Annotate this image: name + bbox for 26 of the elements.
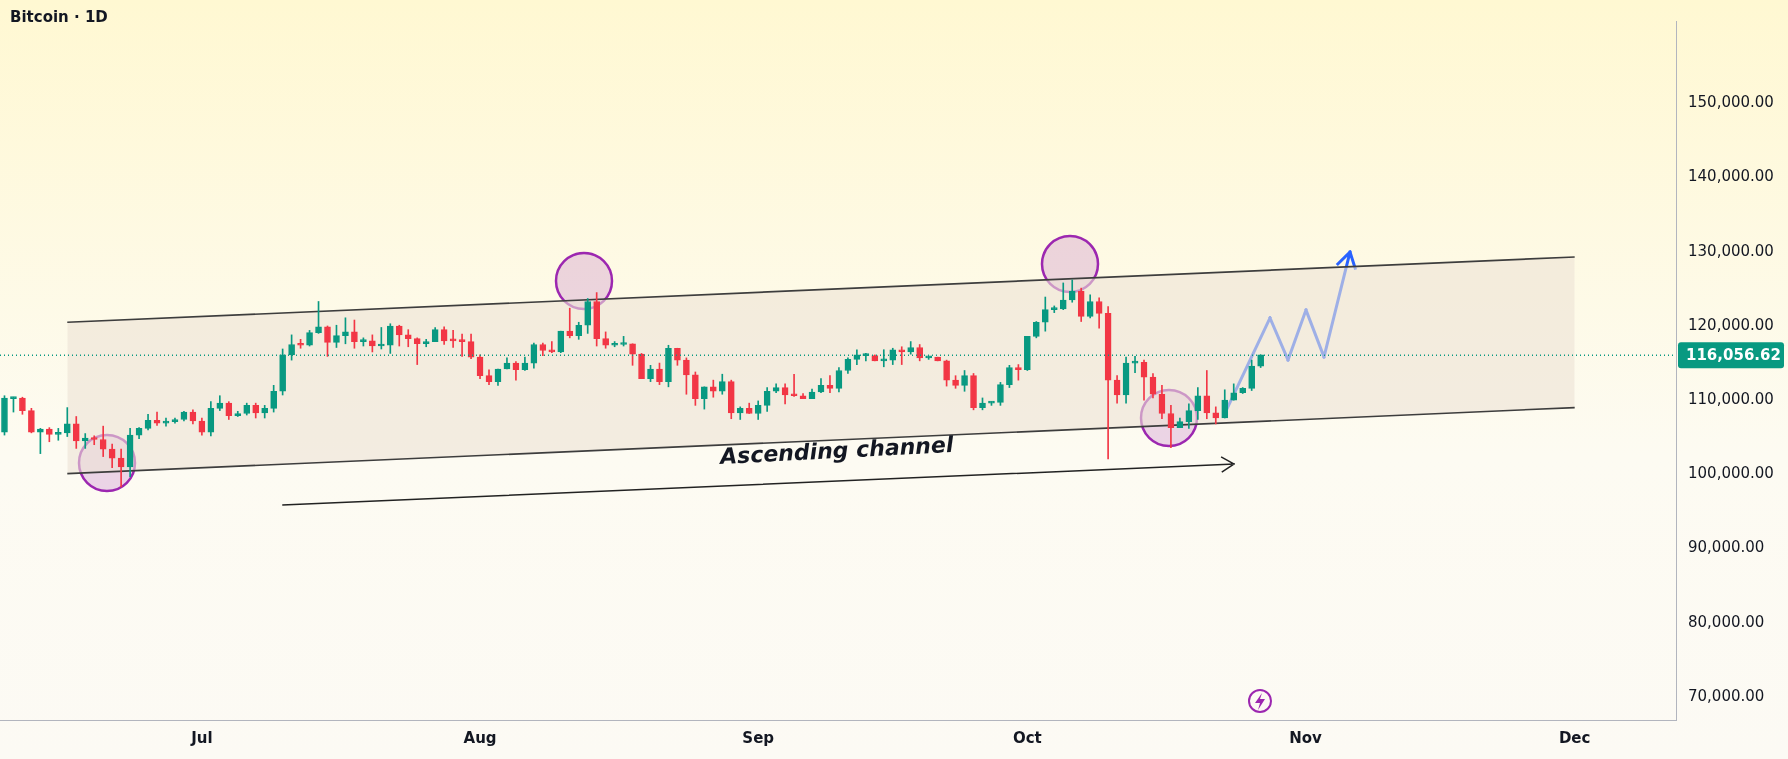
candlestick [404, 329, 412, 348]
candlestick [898, 346, 906, 365]
ref-line-label: 116,056.62 [1686, 346, 1781, 365]
y-tick-label: 130,000.00 [1688, 241, 1774, 260]
candlestick [826, 375, 834, 394]
x-tick-label: Nov [1289, 728, 1323, 747]
candlestick [54, 428, 62, 441]
y-tick-label: 90,000.00 [1688, 538, 1765, 557]
y-tick-label: 110,000.00 [1688, 390, 1774, 409]
candlestick [449, 330, 457, 348]
y-tick-label: 100,000.00 [1688, 464, 1774, 483]
chart-title: Bitcoin · 1D [10, 8, 108, 26]
x-tick-label: Sep [742, 728, 775, 747]
annotation: Ascending channel [719, 431, 954, 470]
x-tick-label: Jul [190, 728, 213, 747]
candlestick [790, 373, 798, 397]
y-tick-label: 70,000.00 [1688, 686, 1765, 705]
candlestick [566, 307, 574, 339]
x-tick-label: Dec [1558, 728, 1591, 747]
y-tick-label: 150,000.00 [1688, 93, 1774, 112]
y-tick-label: 120,000.00 [1688, 315, 1774, 334]
candlestick [458, 333, 466, 357]
y-tick-label: 80,000.00 [1688, 612, 1765, 631]
x-tick-label: Aug [463, 728, 497, 747]
x-tick-label: Oct [1012, 728, 1042, 747]
y-tick-label: 140,000.00 [1688, 167, 1774, 186]
